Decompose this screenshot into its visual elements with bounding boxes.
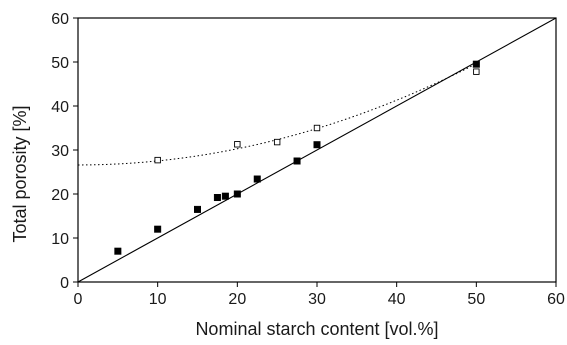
filled-square-point [472, 60, 480, 68]
reference-line [77, 17, 557, 283]
x-axis-title: Nominal starch content [vol.%] [195, 319, 438, 339]
open-square-point [234, 141, 241, 148]
y-tick-label: 0 [60, 275, 69, 292]
open-square-point [273, 138, 281, 146]
y-tick-label: 40 [51, 99, 69, 116]
x-tick-label: 30 [308, 291, 326, 308]
filled-square-point [194, 205, 201, 213]
plot-area: 0 10 20 30 40 50 60 0 10 20 30 40 50 60 [51, 11, 565, 308]
x-tick-label: 60 [547, 291, 565, 308]
filled-square-point [221, 192, 229, 200]
open-square-point [473, 68, 480, 75]
y-tick-label: 50 [51, 55, 69, 72]
y-tick-label: 10 [51, 231, 69, 248]
open-square-point [313, 124, 321, 132]
filled-square-point [313, 141, 321, 149]
filled-square-point [233, 190, 241, 198]
y-tick-label: 60 [51, 11, 69, 28]
y-tick-label: 30 [51, 143, 69, 160]
open-square-point [154, 156, 161, 164]
filled-square-point [114, 247, 122, 255]
y-axis-title: Total porosity [%] [10, 105, 30, 242]
x-tick-label: 0 [74, 291, 83, 308]
y-tick-label: 20 [51, 187, 69, 204]
filled-square-point [213, 194, 221, 202]
filled-square-point [154, 225, 162, 233]
x-tick-label: 40 [388, 291, 406, 308]
y-axis-title-group: Total porosity [%] [10, 105, 30, 242]
filled-square-point [293, 157, 301, 165]
x-tick-label: 20 [228, 291, 246, 308]
x-tick-label: 50 [467, 291, 485, 308]
x-tick-label: 10 [149, 291, 167, 308]
filled-square-point [253, 175, 261, 183]
trend-curve [77, 63, 477, 166]
